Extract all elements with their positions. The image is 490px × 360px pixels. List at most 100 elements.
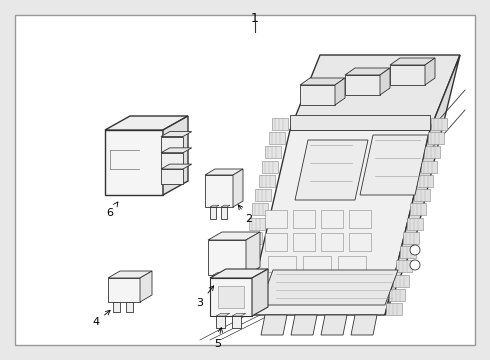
- Polygon shape: [232, 316, 241, 328]
- Polygon shape: [414, 189, 430, 201]
- Polygon shape: [108, 271, 152, 278]
- Polygon shape: [262, 161, 278, 173]
- Polygon shape: [252, 203, 268, 215]
- Polygon shape: [216, 313, 230, 316]
- Polygon shape: [246, 232, 260, 275]
- Polygon shape: [345, 75, 380, 95]
- Polygon shape: [161, 169, 183, 184]
- Polygon shape: [265, 233, 287, 251]
- Polygon shape: [403, 232, 419, 244]
- Polygon shape: [300, 78, 345, 85]
- Polygon shape: [386, 303, 402, 315]
- Polygon shape: [390, 65, 425, 85]
- Polygon shape: [260, 270, 398, 305]
- Polygon shape: [428, 132, 443, 144]
- Polygon shape: [255, 189, 271, 201]
- Polygon shape: [303, 256, 331, 272]
- Polygon shape: [431, 118, 447, 130]
- Text: 5: 5: [215, 328, 222, 349]
- Polygon shape: [232, 313, 246, 316]
- Polygon shape: [265, 210, 287, 228]
- Polygon shape: [221, 205, 230, 207]
- Text: 1: 1: [251, 12, 259, 25]
- Polygon shape: [269, 132, 285, 144]
- Polygon shape: [205, 175, 233, 207]
- Polygon shape: [161, 148, 192, 153]
- Polygon shape: [293, 210, 315, 228]
- Polygon shape: [410, 203, 426, 215]
- Polygon shape: [163, 116, 188, 195]
- Polygon shape: [400, 246, 416, 258]
- Polygon shape: [113, 302, 120, 312]
- Polygon shape: [349, 233, 371, 251]
- Polygon shape: [216, 316, 225, 328]
- Polygon shape: [266, 147, 281, 158]
- Polygon shape: [321, 315, 347, 335]
- Polygon shape: [232, 289, 248, 301]
- Polygon shape: [210, 205, 219, 207]
- Polygon shape: [272, 118, 288, 130]
- Polygon shape: [210, 278, 252, 316]
- Polygon shape: [228, 273, 240, 275]
- Polygon shape: [390, 289, 405, 301]
- Polygon shape: [393, 275, 409, 287]
- Polygon shape: [268, 256, 296, 272]
- Polygon shape: [208, 240, 246, 275]
- Polygon shape: [295, 140, 368, 200]
- Polygon shape: [213, 275, 221, 289]
- Polygon shape: [259, 175, 275, 187]
- Polygon shape: [293, 233, 315, 251]
- Polygon shape: [239, 260, 255, 272]
- Text: 2: 2: [238, 205, 252, 224]
- Polygon shape: [396, 260, 413, 272]
- Polygon shape: [345, 68, 390, 75]
- Polygon shape: [161, 132, 192, 136]
- Polygon shape: [140, 271, 152, 302]
- Polygon shape: [338, 256, 366, 272]
- Polygon shape: [380, 68, 390, 95]
- Polygon shape: [208, 232, 260, 240]
- Text: 4: 4: [93, 310, 110, 327]
- Polygon shape: [321, 210, 343, 228]
- Polygon shape: [424, 147, 440, 158]
- Polygon shape: [247, 130, 430, 315]
- Text: 6: 6: [106, 202, 118, 218]
- Polygon shape: [420, 161, 437, 173]
- Polygon shape: [221, 207, 227, 219]
- Polygon shape: [161, 164, 192, 169]
- Polygon shape: [229, 303, 245, 315]
- Polygon shape: [385, 55, 460, 315]
- Polygon shape: [261, 315, 287, 335]
- Polygon shape: [210, 207, 216, 219]
- Circle shape: [410, 260, 420, 270]
- Polygon shape: [205, 169, 243, 175]
- Polygon shape: [105, 130, 163, 195]
- Polygon shape: [417, 175, 433, 187]
- Bar: [218, 286, 244, 308]
- Polygon shape: [105, 116, 188, 130]
- Polygon shape: [425, 58, 435, 85]
- Polygon shape: [233, 169, 243, 207]
- Polygon shape: [249, 217, 265, 230]
- Polygon shape: [210, 269, 268, 278]
- Polygon shape: [351, 315, 377, 335]
- Polygon shape: [300, 85, 335, 105]
- Circle shape: [410, 245, 420, 255]
- Polygon shape: [291, 315, 317, 335]
- Polygon shape: [108, 278, 140, 302]
- Polygon shape: [126, 302, 133, 312]
- Polygon shape: [161, 136, 183, 152]
- Polygon shape: [335, 78, 345, 105]
- Text: 3: 3: [196, 286, 214, 308]
- Polygon shape: [407, 217, 423, 230]
- Polygon shape: [236, 275, 252, 287]
- Polygon shape: [245, 232, 262, 244]
- Polygon shape: [242, 246, 258, 258]
- Polygon shape: [349, 210, 371, 228]
- Polygon shape: [228, 275, 236, 289]
- Polygon shape: [252, 269, 268, 316]
- Polygon shape: [321, 233, 343, 251]
- Polygon shape: [290, 55, 460, 130]
- Polygon shape: [290, 115, 430, 130]
- Polygon shape: [390, 58, 435, 65]
